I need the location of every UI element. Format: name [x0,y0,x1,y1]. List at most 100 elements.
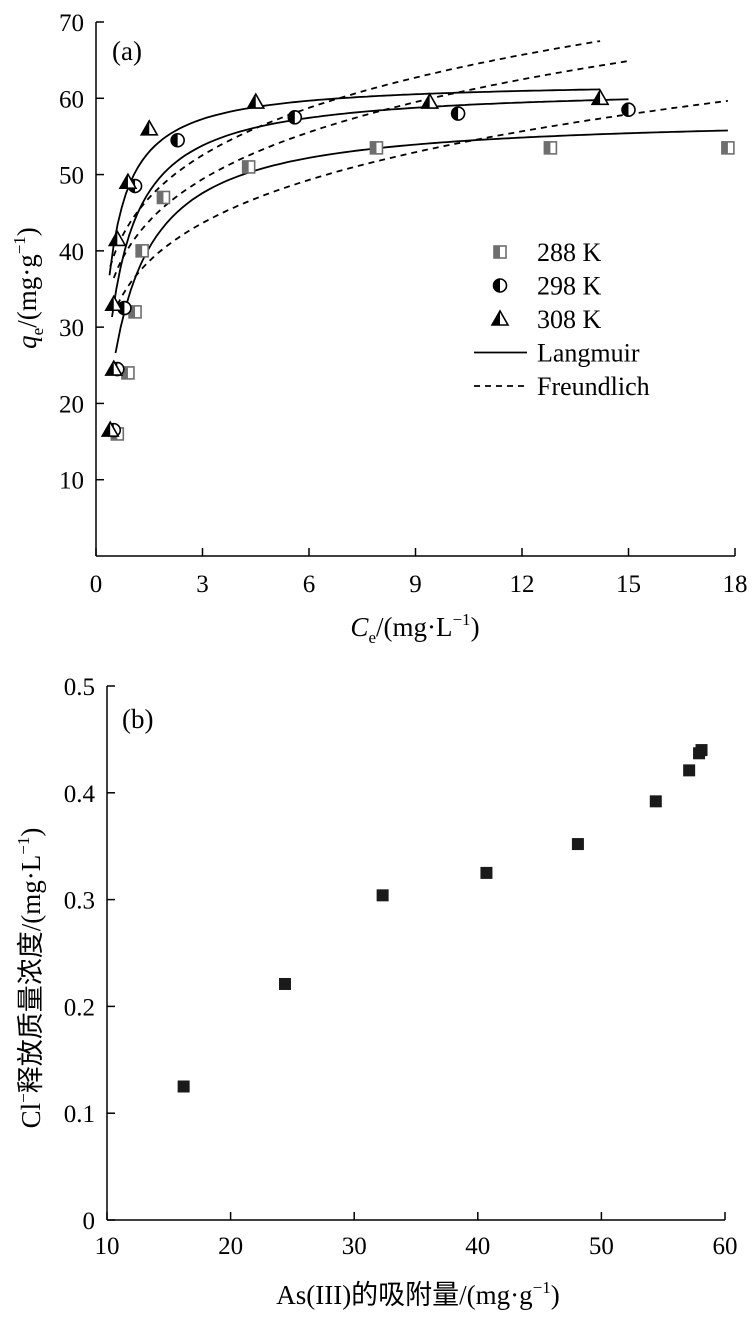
data-point-298k [450,106,466,121]
data-point-308k [104,294,124,312]
x-label-superscript: −1 [452,610,470,629]
data-point-298k [621,102,636,118]
panel-b-ticks: 10 20 30 40 50 60 0 0.1 0.2 0.3 0.4 0.5 [64,674,738,1260]
data-point-308k [246,92,266,109]
x-tick-label: 0 [90,571,103,598]
y-tick-label: 0.3 [64,888,95,915]
x-tick-label: 9 [409,571,422,598]
y-label-close: ) [16,828,46,837]
panel-a-legend: 288 K 298 K 308 K Langmuir Freundlich [474,238,650,401]
data-point-308k [107,229,127,247]
data-point [480,866,493,879]
y-tick-label: 0.5 [64,674,95,701]
panel-b-data-points [177,744,708,1093]
langmuir-fit-curve [111,98,629,318]
legend-label: 288 K [537,238,602,267]
data-point-308k [100,420,120,437]
freundlich-fit-curve [109,40,601,267]
x-tick-label: 10 [95,1233,120,1260]
panel-b-x-axis-label: As(III)的吸附量/(mg·g−1) [276,1278,560,1310]
y-label-symbol: q [12,335,42,349]
data-point-288k [721,141,735,155]
data-point-308k [139,119,159,136]
langmuir-fit-curve [114,129,728,354]
x-tick-label: 12 [510,571,535,598]
x-tick-label: 18 [723,571,748,598]
data-point-298k [287,110,303,125]
data-point [695,744,708,757]
x-tick-label: 3 [196,571,209,598]
panel-a-ticks: 0 3 6 9 12 15 18 10 20 30 40 50 60 70 [59,10,748,598]
y-tick-label: 20 [59,391,84,418]
data-point [278,977,291,990]
data-point-288k [156,190,171,205]
data-point-298k [170,132,185,148]
x-label-close: ) [471,612,480,642]
data-point-308k [590,88,610,106]
x-tick-label: 6 [303,571,316,598]
data-point [683,764,696,777]
legend-label: 308 K [537,305,602,334]
y-label-superscript: −1 [10,236,29,254]
panel-b-label: (b) [122,704,153,734]
y-tick-label: 0.2 [64,994,95,1021]
data-point [376,889,389,902]
data-point [177,1080,190,1093]
panel-b-axes [106,686,725,1221]
x-label-unit: /(mg·L [376,612,452,642]
legend-label: 298 K [537,272,602,301]
langmuir-fit-curve [108,88,601,276]
y-tick-label: 0.1 [64,1101,95,1128]
x-label-subscript: e [368,628,376,647]
x-label-close: ) [551,1280,560,1310]
legend-marker-298k [492,278,508,293]
panel-b: 10 20 30 40 50 60 0 0.1 0.2 0.3 0.4 0.5 (b) As(III)… [14,674,738,1310]
y-label-text: 释放质量浓度/(mg·L [16,855,46,1093]
data-point [571,838,584,851]
panel-b-y-axis-label: Cl−释放质量浓度/(mg·L−1) [14,828,46,1129]
x-tick-label: 50 [589,1233,614,1260]
legend-label: Freundlich [537,372,650,401]
panel-a-label: (a) [112,36,142,66]
y-tick-label: 10 [59,468,84,495]
data-point-308k [104,359,124,376]
y-tick-label: 0.4 [64,781,96,808]
legend-label: Langmuir [537,339,640,368]
freundlich-fit-curve [116,100,729,306]
x-tick-label: 15 [616,571,641,598]
data-point-288k [241,160,256,174]
data-point-288k [543,141,558,155]
y-label-subscript: e [28,328,47,336]
x-tick-label: 20 [218,1233,243,1260]
legend-marker-288k [493,245,507,259]
x-tick-label: 40 [465,1233,490,1260]
y-tick-label: 30 [59,315,84,342]
panel-a-data-points [100,88,735,441]
y-tick-label: 50 [59,163,84,190]
y-label-close: ) [12,227,42,236]
y-tick-label: 60 [59,86,84,113]
y-tick-label: 70 [59,10,84,37]
y-label-ion: Cl [16,1103,46,1129]
data-point-288k [135,244,149,258]
x-label-symbol: C [350,612,369,642]
y-label-unit: /(mg·g [12,254,42,328]
data-point-288k [369,141,384,155]
x-label-superscript: −1 [533,1278,551,1297]
data-point [649,795,662,808]
x-tick-label: 60 [713,1233,738,1260]
data-point-308k [118,172,138,189]
y-label-ion-charge: − [14,1093,33,1103]
y-tick-label: 40 [59,239,84,266]
panel-a-axes [95,22,735,557]
panel-a-fit-curves [108,40,729,354]
y-label-superscript: −1 [14,837,33,855]
x-tick-label: 30 [342,1233,367,1260]
x-label-text: As(III)的吸附量/(mg·g [276,1280,532,1310]
legend-marker-308k [490,309,510,326]
data-point-308k [420,92,440,109]
y-tick-label: 0 [83,1208,96,1235]
panel-a-y-axis-label: qe/(mg·g−1) [10,227,47,349]
